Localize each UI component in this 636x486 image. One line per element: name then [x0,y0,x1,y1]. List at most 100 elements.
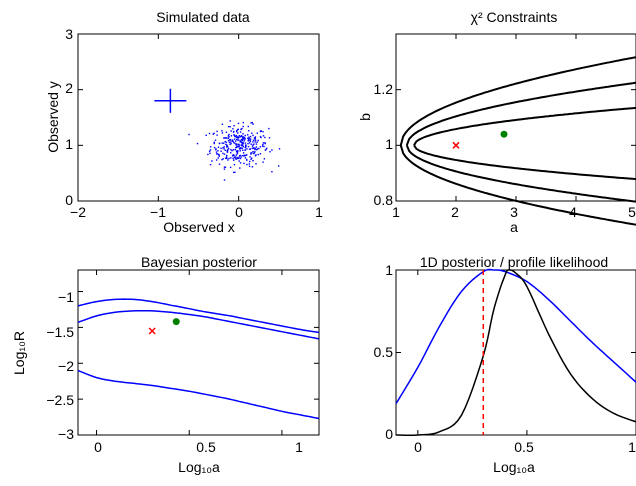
scatter-point [234,149,236,151]
x-tick-label: 0 [235,204,243,220]
scatter-point [253,152,255,155]
scatter-point [239,136,242,138]
scatter-point [260,136,262,139]
scatter-point [251,166,254,168]
scatter-point [216,153,219,155]
posterior-contour-line [77,298,320,334]
panel-bayesian-posterior: Bayesian posterior Log₁₀a Log₁₀R 0 0.5 1… [11,254,320,475]
scatter-point [239,148,241,150]
scatter-point [248,165,251,167]
x-tick-label: 3 [510,204,518,220]
scatter-point [216,134,218,136]
scatter-point [271,171,273,173]
scatter-point [227,147,230,150]
scatter-point [218,155,220,157]
y-tick-labels: −3 −2.5 −2 −1.5 −1 [46,289,74,442]
scatter-point [237,137,239,139]
chi2-contour-lower [405,144,636,203]
x-tick-label: 0 [414,439,422,455]
scatter-point [246,163,248,166]
scatter-point [235,158,237,160]
scatter-point [241,154,244,157]
scatter-point [263,158,266,160]
scatter-point [208,150,211,152]
scatter-point [234,156,237,158]
scatter-point [247,137,249,139]
scatter-point [212,133,214,135]
scatter-point [217,153,220,156]
scatter-point [254,155,257,157]
scatter-point [239,162,242,164]
scatter-point [253,152,256,154]
scatter-point [213,141,215,143]
best-fit-marker [500,130,508,138]
scatter-point [230,143,232,145]
scatter-point [232,149,235,151]
chart-title: χ² Constraints [471,9,558,25]
scatter-point [223,146,225,148]
scatter-point [257,153,259,156]
scatter-point [226,151,229,153]
scatter-point [230,135,233,137]
scatter-point [238,147,241,149]
scatter-point [252,151,254,153]
scatter-point [214,139,217,141]
scatter-point [241,139,244,142]
scatter-point [278,148,281,150]
scatter-point [244,138,246,140]
scatter-point [221,142,223,144]
scatter-point [254,151,256,153]
scatter-point [227,159,229,161]
true-value-marker [148,327,156,335]
scatter-point [223,142,225,144]
scatter-point [223,153,226,155]
scatter-point [271,149,273,151]
x-tick-label: −1 [150,204,166,220]
scatter-point [226,157,228,160]
scatter-point [255,154,257,156]
scatter-point [240,128,242,131]
scatter-point [250,122,252,124]
x-axis-label: Log₁₀a [493,459,535,475]
y-tick-label: 0 [385,426,393,442]
scatter-point [254,136,257,138]
scatter-point [266,147,268,149]
scatter-point [240,147,242,149]
scatter-point [224,140,226,143]
y-tick-labels: 0 1 2 3 [65,26,73,208]
scatter-point [234,142,236,145]
x-tick-label: 1 [392,204,400,220]
scatter-point [223,137,225,139]
scatter-point [251,152,253,154]
scatter-point [226,154,228,157]
scatter-point [248,130,250,132]
scatter-point [256,149,258,151]
true-value-marker [452,141,460,149]
x-tick-label: 0 [94,439,102,455]
scatter-point [254,148,256,150]
scatter-point [239,167,241,169]
scatter-point [230,141,232,143]
scatter-point [235,143,238,145]
scatter-point [245,144,247,146]
y-tick-label: 1 [385,136,393,152]
scatter-point [227,137,229,140]
x-tick-labels: 1 2 3 4 5 [392,204,636,220]
chart-title: 1D posterior / profile likelihood [420,254,608,270]
scatter-point [258,147,260,150]
scatter-point [248,142,251,144]
likelihood-curve [395,268,636,405]
scatter-point [264,142,266,144]
y-tick-label: 1 [65,136,73,152]
scatter-point [234,135,237,138]
scatter-point [240,141,243,143]
scatter-point [250,152,252,154]
scatter-point [252,134,254,137]
scatter-point [243,138,245,140]
scatter-point [244,142,247,144]
scatter-point [230,152,232,154]
plot-frame [77,33,320,202]
scatter-point [240,138,243,141]
scatter-point [239,150,241,152]
